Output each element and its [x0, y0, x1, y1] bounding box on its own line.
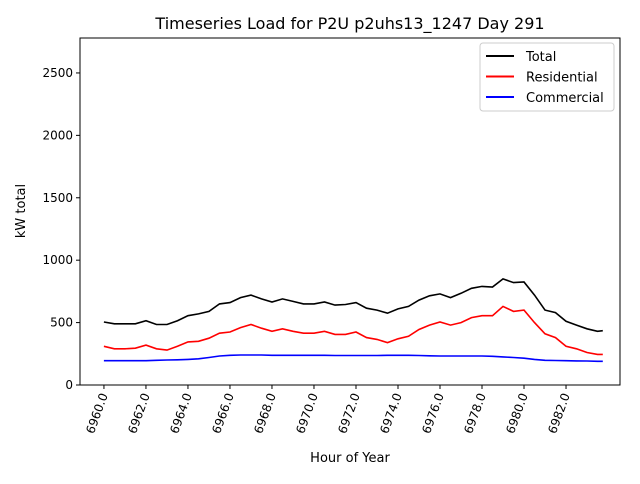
x-axis-label: Hour of Year: [310, 451, 390, 466]
x-tick-label: 6966.0: [209, 391, 237, 435]
x-tick-label: 6976.0: [419, 391, 447, 435]
series-line-residential: [103, 305, 603, 356]
x-axis: 6960.0 6962.0 6964.0 6966.0 6968.0 6970.0 6972…: [83, 385, 573, 435]
y-tick-label: 2500: [42, 66, 73, 80]
x-tick-label: 6980.0: [503, 391, 531, 435]
series-line-commercial: [103, 354, 603, 363]
x-tick-label: 6968.0: [251, 391, 279, 435]
legend-label-commercial: Commercial: [526, 91, 604, 106]
x-tick-label: 6978.0: [461, 391, 489, 435]
x-tick-label: 6962.0: [125, 391, 153, 435]
y-tick-label: 500: [50, 316, 73, 330]
y-tick-label: 2000: [42, 128, 73, 142]
x-tick-label: 6960.0: [83, 391, 111, 435]
x-tick-label: 6970.0: [293, 391, 321, 435]
chart-title: Timeseries Load for P2U p2uhs13_1247 Day…: [154, 14, 544, 34]
x-tick-label: 6982.0: [545, 391, 573, 435]
legend-label-residential: Residential: [526, 71, 598, 86]
x-tick-label: 6974.0: [377, 391, 405, 435]
y-tick-label: 1500: [42, 191, 73, 205]
legend-label-total: Total: [525, 50, 556, 65]
legend: Total Residential Commercial: [479, 42, 615, 112]
y-axis-label: kW total: [14, 184, 29, 238]
series-layer: [103, 278, 603, 363]
legend-box: [479, 42, 615, 112]
y-tick-label: 1000: [42, 253, 73, 267]
series-line-total: [103, 278, 603, 333]
y-tick-label: 0: [65, 378, 73, 392]
x-tick-label: 6972.0: [335, 391, 363, 435]
y-axis: 0 500 1000 1500 2000 2500: [42, 66, 80, 392]
x-tick-label: 6964.0: [167, 391, 195, 435]
